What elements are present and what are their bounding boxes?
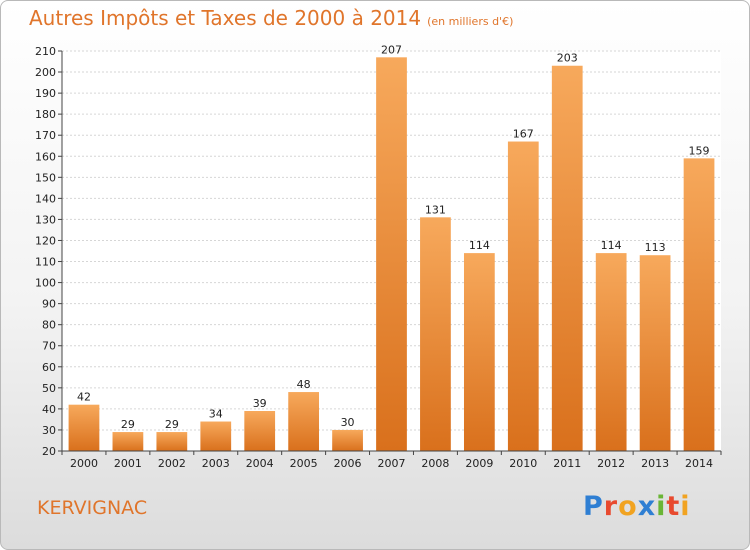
x-tick-label: 2009 (465, 457, 493, 470)
bar (244, 411, 276, 451)
y-tick-label: 180 (35, 108, 56, 121)
bar (288, 392, 320, 451)
data-label: 207 (381, 43, 402, 56)
bar (332, 429, 363, 451)
data-label: 113 (645, 241, 666, 254)
x-tick-label: 2008 (421, 457, 449, 470)
y-tick-label: 210 (35, 45, 56, 58)
y-tick-label: 170 (35, 129, 56, 142)
y-tick-label: 120 (35, 234, 56, 247)
y-tick-label: 140 (35, 192, 56, 205)
y-tick-label: 40 (42, 403, 56, 416)
x-tick-label: 2000 (70, 457, 98, 470)
data-label: 29 (165, 418, 179, 431)
x-tick-label: 2013 (641, 457, 669, 470)
data-label: 39 (253, 397, 267, 410)
x-tick-label: 2002 (158, 457, 186, 470)
y-tick-label: 50 (42, 382, 56, 395)
data-label: 114 (469, 239, 490, 252)
data-label: 48 (297, 378, 311, 391)
bar (683, 158, 715, 452)
bar (112, 432, 144, 451)
bar (463, 253, 495, 451)
data-label: 159 (689, 144, 710, 157)
bar (156, 432, 188, 451)
y-tick-label: 200 (35, 66, 56, 79)
y-tick-label: 150 (35, 171, 56, 184)
bar (551, 65, 583, 451)
bar (68, 404, 100, 451)
bar (200, 421, 232, 451)
bar (376, 57, 407, 451)
x-tick-label: 2007 (378, 457, 406, 470)
data-label: 30 (341, 416, 355, 429)
x-tick-label: 2005 (290, 457, 318, 470)
bar (507, 141, 539, 452)
data-label: 114 (601, 239, 622, 252)
y-tick-label: 190 (35, 87, 56, 100)
y-tick-label: 30 (42, 424, 56, 437)
y-tick-label: 160 (35, 150, 56, 163)
bar (595, 253, 627, 451)
data-label: 167 (513, 128, 534, 141)
x-tick-label: 2011 (553, 457, 581, 470)
data-label: 131 (425, 203, 446, 216)
proxiti-logo: Proxiti (583, 491, 691, 522)
y-tick-label: 110 (35, 256, 56, 269)
commune-name: KERVIGNAC (37, 497, 148, 519)
y-tick-label: 70 (42, 340, 56, 353)
bar (420, 217, 451, 451)
y-tick-label: 80 (42, 319, 56, 332)
y-tick-label: 100 (35, 277, 56, 290)
data-label: 42 (77, 391, 91, 404)
x-tick-label: 2004 (246, 457, 274, 470)
chart-subtitle: (en milliers d'€) (427, 15, 514, 28)
x-tick-label: 2014 (685, 457, 713, 470)
x-tick-label: 2006 (334, 457, 362, 470)
x-tick-label: 2010 (509, 457, 537, 470)
bar (639, 255, 671, 451)
x-tick-label: 2003 (202, 457, 230, 470)
y-tick-label: 130 (35, 213, 56, 226)
x-tick-label: 2012 (597, 457, 625, 470)
y-tick-label: 20 (42, 445, 56, 458)
chart-title: Autres Impôts et Taxes de 2000 à 2014 (en… (29, 6, 514, 30)
data-label: 34 (209, 408, 223, 421)
y-tick-label: 90 (42, 298, 56, 311)
x-tick-label: 2001 (114, 457, 142, 470)
data-label: 203 (557, 52, 578, 65)
y-tick-label: 60 (42, 361, 56, 374)
data-label: 29 (121, 418, 135, 431)
